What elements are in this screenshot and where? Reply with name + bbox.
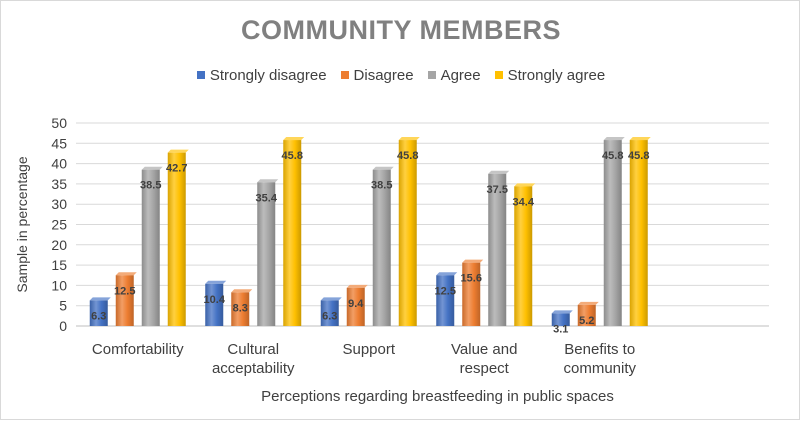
bar xyxy=(551,313,570,326)
bar xyxy=(167,152,186,326)
bar-top xyxy=(346,284,368,288)
y-tick-label: 15 xyxy=(51,257,67,273)
legend-label: Strongly disagree xyxy=(209,67,327,84)
bar-top xyxy=(320,297,342,301)
x-tick-label: acceptability xyxy=(212,360,295,377)
legend-swatch xyxy=(340,71,349,80)
y-tick-label: 20 xyxy=(51,237,67,253)
bar-top xyxy=(372,166,394,170)
data-label: 45.8 xyxy=(282,150,303,162)
bar xyxy=(462,262,481,326)
bar-top xyxy=(398,137,420,141)
data-label: 38.5 xyxy=(371,180,392,192)
bar-top xyxy=(257,179,279,183)
bar xyxy=(514,186,533,326)
data-label: 12.5 xyxy=(114,285,135,297)
bar-top xyxy=(577,301,599,305)
y-tick-label: 45 xyxy=(51,135,67,151)
legend-label: Disagree xyxy=(353,67,414,84)
x-tick-label: community xyxy=(563,360,636,377)
bar xyxy=(320,300,339,326)
bar-top xyxy=(551,310,573,314)
data-label: 8.3 xyxy=(233,302,248,314)
bar-top xyxy=(89,297,111,301)
bar xyxy=(629,140,648,326)
bar xyxy=(257,182,276,326)
data-label: 42.7 xyxy=(166,163,187,175)
chart-legend: Strongly disagree Disagree Agree Strongly a… xyxy=(1,67,800,84)
bar-top xyxy=(488,170,510,174)
legend-item: Agree xyxy=(427,67,481,84)
bar xyxy=(372,169,391,326)
legend-swatch xyxy=(196,71,205,80)
data-label: 3.1 xyxy=(553,323,568,335)
bar xyxy=(346,287,365,326)
bar-top xyxy=(115,272,137,276)
legend-swatch xyxy=(427,71,436,80)
data-label: 35.4 xyxy=(256,192,278,204)
x-tick-label: Comfortability xyxy=(92,341,184,358)
legend-swatch xyxy=(494,71,503,80)
y-tick-label: 10 xyxy=(51,277,67,293)
data-label: 5.2 xyxy=(579,315,594,327)
data-label: 38.5 xyxy=(140,180,161,192)
data-label: 6.3 xyxy=(322,310,337,322)
data-label: 9.4 xyxy=(348,298,364,310)
bar-top xyxy=(283,137,305,141)
bar-top xyxy=(141,166,163,170)
chart-title: COMMUNITY MEMBERS xyxy=(240,15,561,45)
x-tick-label: Cultural xyxy=(227,341,279,358)
data-label: 10.4 xyxy=(204,294,226,306)
bar xyxy=(577,304,596,326)
bar-top xyxy=(167,149,189,153)
bar xyxy=(141,169,160,326)
legend-label: Agree xyxy=(440,67,481,84)
bar xyxy=(488,173,507,326)
legend-label: Strongly agree xyxy=(507,67,606,84)
data-label: 15.6 xyxy=(461,273,482,285)
bar xyxy=(231,292,250,326)
legend-item: Strongly agree xyxy=(494,67,606,84)
x-tick-label: respect xyxy=(460,360,510,377)
x-tick-label: Value and xyxy=(451,341,517,358)
bar-top xyxy=(205,280,227,284)
y-tick-label: 5 xyxy=(59,298,67,314)
y-tick-label: 25 xyxy=(51,217,67,233)
y-axis-label: Sample in percentage xyxy=(14,156,30,292)
legend-item: Disagree xyxy=(340,67,414,84)
bar-top xyxy=(231,289,253,293)
bar-top xyxy=(462,259,484,263)
bar xyxy=(115,275,134,326)
bar-top xyxy=(436,272,458,276)
data-label: 45.8 xyxy=(397,150,418,162)
data-label: 37.5 xyxy=(487,184,508,196)
y-tick-label: 30 xyxy=(51,196,67,212)
bar xyxy=(603,140,622,326)
bar xyxy=(398,140,417,326)
data-label: 6.3 xyxy=(91,310,106,322)
x-tick-label: Support xyxy=(342,341,395,358)
bar-top xyxy=(603,137,625,141)
bar-top xyxy=(514,183,536,187)
y-tick-label: 50 xyxy=(51,115,67,131)
data-label: 45.8 xyxy=(602,150,623,162)
bar xyxy=(89,300,108,326)
bar-top xyxy=(629,137,651,141)
bar xyxy=(283,140,302,326)
y-tick-label: 40 xyxy=(51,156,67,172)
legend-item: Strongly disagree xyxy=(196,67,327,84)
x-axis-label: Perceptions regarding breastfeeding in p… xyxy=(261,388,614,405)
data-label: 34.4 xyxy=(513,196,535,208)
bar xyxy=(436,275,455,326)
x-tick-label: Benefits to xyxy=(564,341,635,358)
y-tick-label: 35 xyxy=(51,176,67,192)
data-label: 45.8 xyxy=(628,150,649,162)
y-tick-label: 0 xyxy=(59,318,67,334)
data-label: 12.5 xyxy=(435,285,456,297)
bar xyxy=(205,283,224,326)
